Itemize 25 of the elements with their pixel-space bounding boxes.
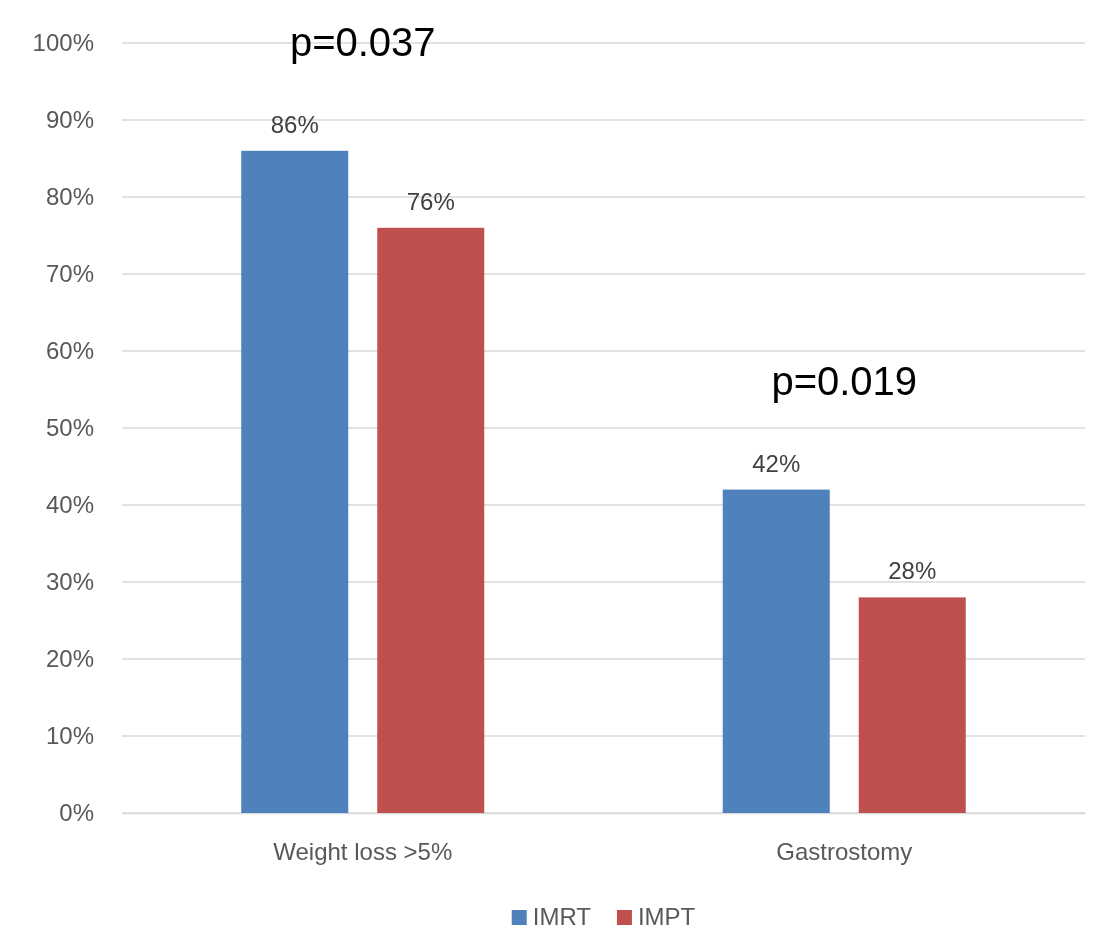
y-tick-label: 90% (45, 106, 94, 134)
y-tick-label: 70% (45, 260, 94, 288)
bar (241, 150, 349, 813)
annotation: p=0.019 (771, 358, 918, 403)
y-tick-label: 80% (45, 183, 94, 211)
y-tick-label: 60% (45, 337, 94, 365)
y-tick-label: 30% (45, 568, 94, 596)
y-tick-label: 0% (59, 799, 94, 827)
bar (858, 597, 966, 813)
data-label: 76% (406, 187, 455, 215)
y-tick-label: 10% (45, 722, 94, 750)
x-tick-label: Weight loss >5% (273, 838, 453, 866)
x-tick-label: Gastrostomy (776, 838, 913, 866)
y-tick-label: 20% (45, 645, 94, 673)
y-tick-label: 50% (45, 414, 94, 442)
bar (722, 489, 830, 813)
legend-label: IMPT (637, 903, 696, 928)
data-label: 86% (270, 110, 319, 138)
annotation: p=0.037 (289, 19, 436, 64)
legend-label: IMRT (532, 903, 592, 928)
data-label: 42% (752, 449, 801, 477)
y-tick-label: 100% (32, 29, 94, 57)
data-label: 28% (888, 557, 937, 585)
bar (377, 227, 485, 813)
y-tick-label: 40% (45, 491, 94, 519)
